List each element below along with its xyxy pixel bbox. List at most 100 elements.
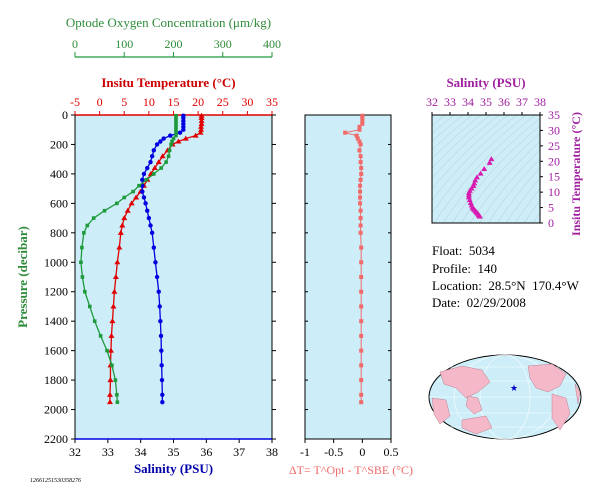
temperature-tick-label: 20 [192, 95, 204, 109]
salinity-profile-point [140, 177, 145, 182]
temperature-tick-label: 10 [143, 95, 155, 109]
salinity-profile-point [151, 245, 156, 250]
delta-t-point [359, 260, 364, 265]
delta-t-axis-label: ΔT= T^Opt - T^SBE (°C) [289, 463, 413, 477]
temperature-profile-point [111, 288, 118, 294]
delta-t-point [358, 154, 363, 159]
delta-t-tick-label: 0.5 [384, 445, 399, 459]
salinity-tick-label: 35 [168, 445, 180, 459]
oxygen-profile-point [115, 393, 119, 397]
oxygen-profile-point [174, 113, 178, 118]
oxygen-profile-point [144, 178, 149, 182]
oxygen-profile-point [131, 189, 135, 194]
salinity-profile-point [149, 154, 155, 159]
salinity-profile-point [156, 289, 161, 294]
oxygen-axis-label: Optode Oxygen Concentration (μm/kg) [66, 15, 271, 30]
isopycnal-line [514, 188, 540, 223]
oxygen-profile-point [174, 130, 178, 135]
pressure-axis-label: Pressure (decibar) [15, 226, 30, 328]
ts-temperature-tick-label: 15 [548, 170, 560, 184]
temperature-profile-point [106, 399, 113, 405]
ts-salinity-tick-label: 34 [462, 95, 474, 109]
isopycnal-line [432, 115, 491, 169]
oxygen-profile-point [113, 378, 118, 382]
salinity-profile-point [143, 201, 148, 206]
salinity-tick-label: 37 [233, 445, 245, 459]
temperature-tick-label: 0 [97, 95, 103, 109]
oxygen-profile-point [122, 195, 127, 200]
temperature-profile-point [197, 129, 204, 135]
oxygen-profile-point [167, 148, 172, 153]
salinity-profile-point [151, 148, 156, 153]
temperature-profile-point [108, 332, 115, 338]
temperature-tick-label: 35 [266, 95, 278, 109]
temperature-profile-point [198, 120, 205, 126]
oxygen-profile-point [174, 122, 178, 126]
ts-point [477, 170, 484, 176]
isopycnal-line [532, 212, 540, 223]
ts-salinity-tick-label: 32 [426, 95, 438, 109]
temperature-profile-point [124, 207, 131, 213]
oxygen-profile-point [85, 223, 90, 228]
delta-t-point [359, 171, 364, 176]
oxygen-profile-point [115, 201, 119, 206]
pressure-tick-label: 1600 [44, 344, 68, 358]
temperature-profile-point [116, 244, 123, 250]
oxygen-tick-label: 0 [72, 37, 78, 51]
salinity-profile-point [146, 215, 152, 221]
isopycnal-line [432, 115, 473, 151]
oxygen-tick-label: 200 [165, 37, 183, 51]
temperature-tick-label: 30 [241, 95, 253, 109]
temperature-profile-point [112, 274, 119, 279]
oxygen-tick-label: 400 [263, 37, 281, 51]
temperature-profile-point [119, 222, 126, 228]
ts-temperature-tick-label: 5 [548, 201, 554, 215]
pressure-tick-label: 1400 [44, 314, 68, 328]
isopycnal-line [432, 115, 509, 190]
temperature-profile-point [182, 135, 189, 141]
isopycnal-line [432, 115, 482, 160]
salinity-profile-point [159, 377, 165, 383]
salinity-profile-point [181, 127, 186, 132]
isopycnal-line [460, 133, 540, 223]
ts-point [466, 197, 473, 203]
delta-t-point [358, 142, 363, 147]
temperature-profile-point [117, 229, 124, 235]
isopycnal-line [433, 115, 536, 223]
temperature-profile-point [109, 318, 116, 324]
oxygen-profile-point [174, 133, 178, 138]
pressure-tick-label: 200 [50, 137, 68, 151]
delta-t-point [360, 113, 365, 118]
temperature-tick-label: 5 [121, 95, 127, 109]
oxygen-profile-point [152, 172, 156, 176]
oxygen-profile-point [87, 304, 92, 309]
oxygen-profile-point [174, 124, 178, 129]
delta-t-point [358, 223, 363, 228]
salinity-profile-point [141, 171, 147, 177]
oxygen-profile-point [110, 363, 114, 368]
ts-point [472, 177, 479, 183]
temperature-tick-label: -5 [70, 95, 80, 109]
temperature-profile-point [114, 259, 121, 265]
temperature-profile-point [107, 377, 114, 383]
pressure-tick-label: 0 [62, 108, 68, 122]
isopycnal-line [432, 115, 500, 179]
salinity-profile-point [141, 195, 147, 200]
temperature-profile-point [106, 391, 113, 397]
oxygen-profile-point [80, 245, 84, 250]
oxygen-profile-point [166, 154, 171, 159]
salinity-tick-label: 38 [266, 445, 278, 459]
delta-t-tick-label: -1 [300, 445, 310, 459]
isopycnal-line [442, 117, 540, 223]
pressure-tick-label: 800 [50, 226, 68, 240]
delta-t-point [358, 183, 363, 188]
delta-t-point [357, 139, 362, 144]
salinity-profile-point [145, 165, 150, 171]
oxygen-profile-point [83, 289, 87, 294]
pressure-tick-label: 2000 [44, 403, 68, 417]
oxygen-profile-point [137, 183, 141, 188]
salinity-profile-point [154, 274, 160, 280]
salinity-profile-point [148, 223, 153, 228]
oxygen-profile-point [98, 334, 103, 338]
